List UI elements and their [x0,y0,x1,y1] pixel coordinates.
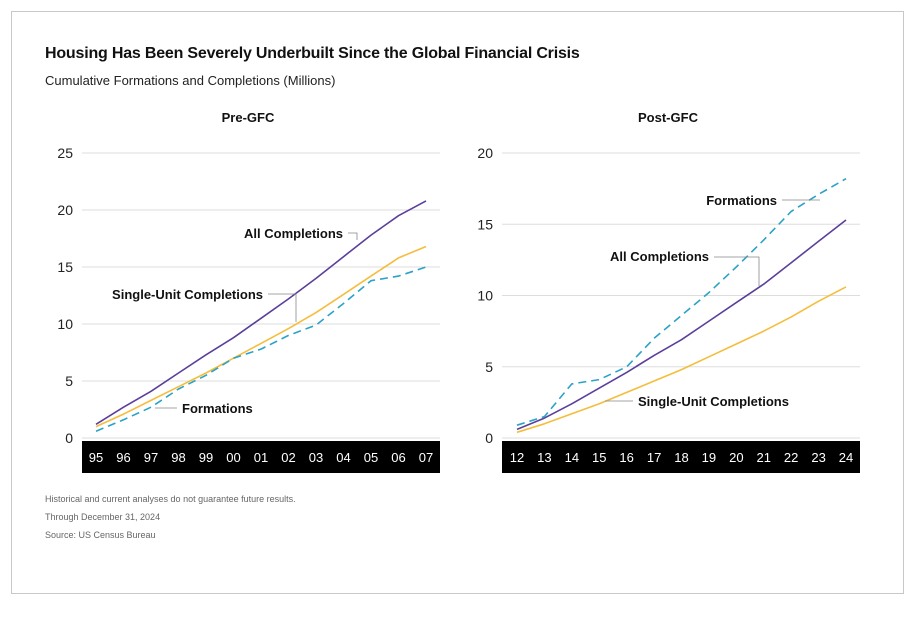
x-tick-label: 97 [144,450,158,465]
x-tick-label: 16 [619,450,633,465]
x-tick-label: 01 [254,450,268,465]
annotation-label: Formations [182,401,253,416]
annotation-label: All Completions [610,249,709,264]
series-line-all-completions [95,200,427,425]
x-tick-label: 04 [336,450,350,465]
series-line-single-unit-completions [95,245,427,428]
annotation-leader [348,232,358,240]
y-tick-label: 15 [477,216,493,232]
x-tick-label: 03 [309,450,323,465]
series-line-all-completions [516,219,847,431]
y-tick-label: 25 [57,145,73,161]
annotation-leader [268,293,297,322]
footnote-source: Source: US Census Bureau [45,530,156,540]
y-tick-label: 20 [477,145,493,161]
y-tick-label: 10 [477,288,493,304]
footnote-disclaimer: Historical and current analyses do not g… [45,494,296,504]
x-tick-label: 15 [592,450,606,465]
x-tick-label: 99 [199,450,213,465]
chart-title-1: Pre-GFC [222,110,275,125]
chart-title-2: Post-GFC [638,110,699,125]
x-tick-label: 07 [419,450,433,465]
x-tick-label: 00 [226,450,240,465]
y-tick-label: 15 [57,259,73,275]
footnote-date: Through December 31, 2024 [45,512,161,522]
y-tick-label: 5 [485,359,493,375]
chart-frame [11,11,904,594]
series-line-formations [516,178,847,426]
x-tick-label: 24 [839,450,853,465]
x-tick-label: 22 [784,450,798,465]
x-tick-label: 06 [391,450,405,465]
x-tick-label: 19 [702,450,716,465]
annotation-label: Single-Unit Completions [112,287,263,302]
x-tick-label: 21 [757,450,771,465]
y-tick-label: 0 [485,430,493,446]
y-tick-label: 10 [57,316,73,332]
x-axis-band [82,441,440,473]
y-tick-label: 20 [57,202,73,218]
x-tick-label: 95 [89,450,103,465]
x-tick-label: 17 [647,450,661,465]
annotation-leader [714,256,760,286]
series-line-formations [95,266,427,432]
annotation-label: All Completions [244,226,343,241]
x-tick-label: 98 [171,450,185,465]
x-tick-label: 18 [674,450,688,465]
x-axis-band [502,441,860,473]
x-tick-label: 14 [565,450,579,465]
x-tick-label: 20 [729,450,743,465]
page-title: Housing Has Been Severely Underbuilt Sin… [45,45,580,62]
annotation-label: Single-Unit Completions [638,394,789,409]
series-line-single-unit-completions [516,286,847,434]
page-subtitle: Cumulative Formations and Completions (M… [45,73,336,88]
y-tick-label: 0 [65,430,73,446]
x-tick-label: 02 [281,450,295,465]
y-tick-label: 5 [65,373,73,389]
x-tick-label: 23 [811,450,825,465]
x-tick-label: 05 [364,450,378,465]
x-tick-label: 96 [116,450,130,465]
x-tick-label: 13 [537,450,551,465]
x-tick-label: 12 [510,450,524,465]
annotation-label: Formations [706,193,777,208]
